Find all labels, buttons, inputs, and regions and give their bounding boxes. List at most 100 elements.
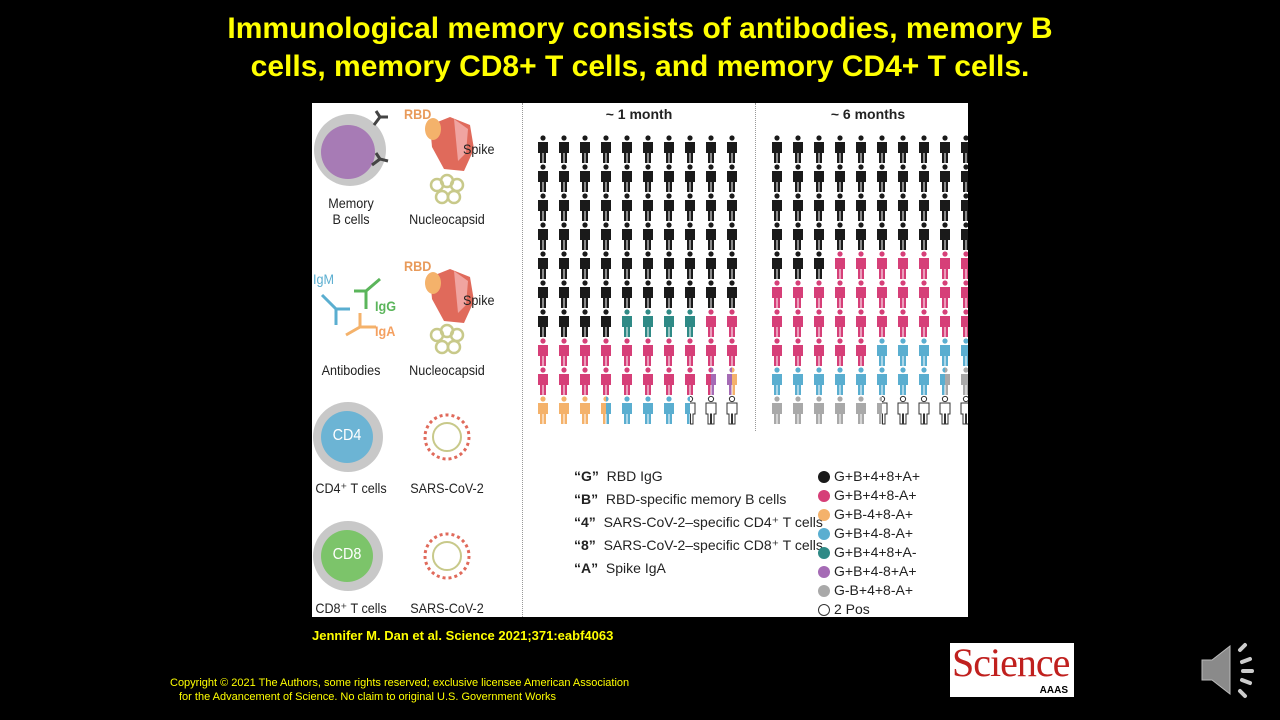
legend-swatch: [818, 566, 830, 578]
person-icon: [727, 367, 737, 395]
person-icon: [814, 193, 824, 221]
person-icon: [538, 280, 548, 308]
person-icon: [793, 164, 803, 192]
person-icon: [685, 367, 695, 395]
person-icon: [877, 280, 887, 308]
person-icon: [727, 164, 737, 192]
virus-label-2: SARS-CoV-2: [410, 600, 484, 616]
person-icon: [622, 367, 632, 395]
speaker-icon[interactable]: [1198, 640, 1262, 700]
person-icon: [919, 193, 929, 221]
person-icon: [538, 309, 548, 337]
key-text: SARS-CoV-2–specific CD4⁺ T cells: [595, 514, 823, 530]
person-icon: [856, 222, 866, 250]
legend-swatch: [818, 490, 830, 502]
person-icon: [706, 280, 716, 308]
person-icon: [793, 280, 803, 308]
key-text: RBD IgG: [598, 468, 663, 484]
person-icon: [835, 251, 845, 279]
person-icon: [538, 135, 548, 163]
virus-icon: [423, 413, 471, 461]
person-icon: [772, 164, 782, 192]
key-item: “8” SARS-CoV-2–specific CD8⁺ T cells: [574, 537, 823, 554]
person-icon: [772, 251, 782, 279]
person-icon: [580, 280, 590, 308]
person-icon: [559, 338, 569, 366]
person-icon: [919, 280, 929, 308]
legend-swatch: [818, 528, 830, 540]
person-icon: [772, 135, 782, 163]
person-icon: [814, 367, 824, 395]
person-icon: [664, 367, 674, 395]
person-icon: [538, 338, 548, 366]
person-icon: [643, 251, 653, 279]
person-icon: [643, 280, 653, 308]
logo-sub: AAAS: [1039, 685, 1068, 696]
person-icon: [877, 395, 888, 425]
iga-label: IgA: [375, 323, 396, 339]
person-icon: [727, 193, 737, 221]
person-icon: [643, 135, 653, 163]
spike-icon-2: [425, 269, 474, 323]
person-icon: [727, 309, 737, 337]
person-icon: [793, 367, 803, 395]
person-icon: [814, 338, 824, 366]
person-icon: [940, 367, 950, 395]
key-item: “G” RBD IgG: [574, 468, 663, 484]
person-icon: [898, 135, 908, 163]
virus-icon-2: [423, 532, 471, 580]
person-icon: [538, 222, 548, 250]
spike-label: Spike: [463, 141, 495, 157]
person-icon: [793, 309, 803, 337]
person-icon: [961, 338, 968, 366]
person-icon: [601, 251, 611, 279]
person-icon: [814, 251, 824, 279]
rbd-label-2: RBD: [404, 258, 432, 274]
person-icon: [559, 135, 569, 163]
person-icon: [919, 309, 929, 337]
person-icon: [793, 338, 803, 366]
person-icon: [622, 222, 632, 250]
person-icon: [856, 338, 866, 366]
person-icon: [685, 395, 696, 425]
person-icon: [856, 164, 866, 192]
cd4-cell-icon: [313, 402, 383, 472]
person-icon: [705, 395, 717, 425]
person-icon: [877, 309, 887, 337]
person-icon: [727, 280, 737, 308]
memory-b-cell-icon: [314, 110, 389, 186]
person-icon: [559, 193, 569, 221]
person-icon: [835, 193, 845, 221]
person-icon: [664, 135, 674, 163]
person-icon: [835, 222, 845, 250]
person-icon: [706, 222, 716, 250]
person-icon: [898, 193, 908, 221]
person-icon: [685, 193, 695, 221]
person-icon: [856, 280, 866, 308]
person-icon: [814, 309, 824, 337]
person-icon: [580, 222, 590, 250]
person-icon: [772, 222, 782, 250]
person-icon: [664, 309, 674, 337]
person-icon: [664, 164, 674, 192]
person-icon: [664, 193, 674, 221]
person-icon: [643, 338, 653, 366]
science-logo: Science AAAS: [950, 640, 1074, 697]
person-icon: [835, 338, 845, 366]
legend-label: G+B+4+8-A+: [834, 487, 917, 503]
person-icon: [685, 135, 695, 163]
person-icon: [960, 395, 968, 425]
legend-swatch: [818, 471, 830, 483]
person-icon: [814, 222, 824, 250]
cd4-label: CD4⁺ T cells: [315, 480, 387, 496]
person-icon: [580, 367, 590, 395]
person-icon: [961, 280, 968, 308]
person-icon: [538, 396, 548, 424]
person-icon: [835, 280, 845, 308]
copyright: Copyright © 2021 The Authors, some right…: [170, 676, 629, 704]
person-icon: [772, 396, 782, 424]
cd8-label: CD8⁺ T cells: [315, 600, 387, 616]
person-icon: [772, 280, 782, 308]
person-icon: [835, 367, 845, 395]
person-icon: [580, 164, 590, 192]
